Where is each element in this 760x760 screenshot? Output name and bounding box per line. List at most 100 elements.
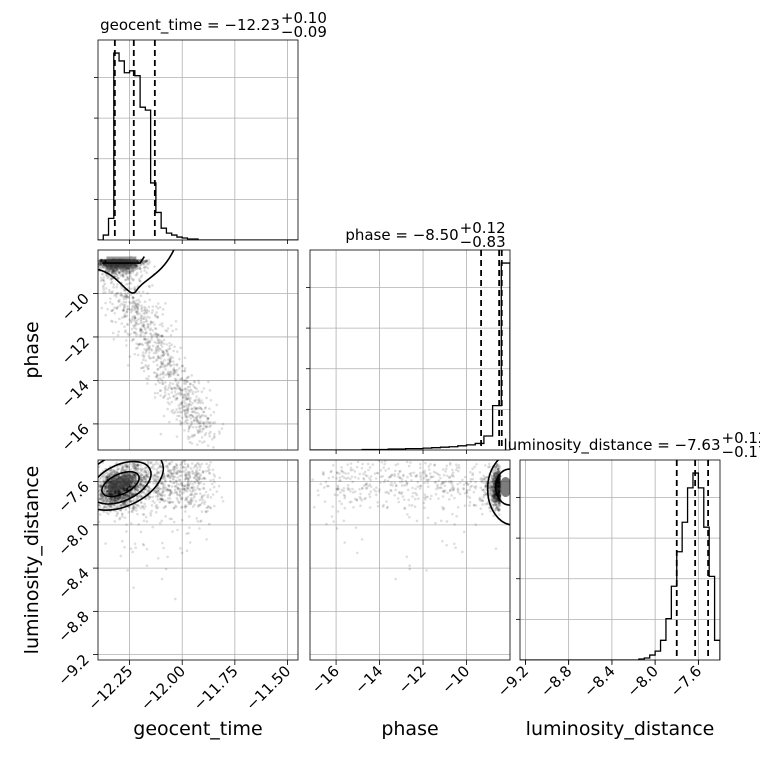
- sample-point: [126, 494, 130, 498]
- sample-point: [148, 285, 151, 289]
- sample-point: [169, 355, 173, 358]
- sample-point: [109, 500, 112, 504]
- sample-point: [129, 287, 133, 291]
- sample-point: [140, 274, 144, 277]
- sample-point: [143, 315, 146, 319]
- sample-point: [151, 344, 155, 348]
- sample-point: [194, 474, 197, 478]
- sample-point: [151, 525, 155, 529]
- sample-point: [170, 517, 173, 521]
- sample-point: [117, 474, 121, 478]
- sample-point: [109, 498, 113, 502]
- sample-point: [99, 491, 102, 494]
- sample-point: [133, 482, 137, 485]
- sample-point: [108, 500, 111, 503]
- sample-point: [115, 295, 118, 298]
- sample-point: [166, 353, 170, 356]
- sample-point: [162, 488, 165, 492]
- sample-point: [133, 481, 136, 484]
- sample-point: [196, 401, 200, 405]
- sample-point: [179, 466, 183, 470]
- sample-point: [144, 351, 148, 355]
- sample-point: [167, 462, 170, 466]
- sample-point: [139, 328, 142, 332]
- sample-point: [120, 293, 123, 297]
- sample-point: [180, 492, 184, 495]
- sample-point: [119, 490, 122, 493]
- sample-point: [157, 341, 161, 345]
- sample-point: [116, 491, 119, 494]
- sample-point: [173, 488, 177, 491]
- sample-point: [157, 356, 160, 360]
- sample-point: [198, 400, 201, 403]
- sample-point: [128, 485, 132, 488]
- sample-point: [207, 417, 210, 420]
- sample-point: [174, 504, 177, 508]
- sample-point: [158, 377, 162, 380]
- sample-point: [139, 315, 143, 318]
- sample-point: [95, 262, 98, 265]
- sample-point: [156, 391, 160, 395]
- sample-point: [354, 526, 358, 529]
- sample-point: [183, 505, 187, 509]
- sample-point: [159, 394, 162, 397]
- sample-point: [115, 471, 118, 474]
- sample-point: [120, 269, 124, 273]
- sample-point: [98, 520, 101, 524]
- sample-point: [212, 446, 215, 449]
- panel-title-minus-geocent_time: −0.09: [281, 23, 327, 41]
- sample-point: [203, 502, 206, 506]
- sample-point: [497, 488, 500, 492]
- sample-point: [91, 495, 94, 498]
- sample-point: [112, 268, 116, 272]
- sample-point: [132, 473, 136, 477]
- sample-point: [103, 258, 107, 262]
- sample-point: [116, 489, 120, 493]
- sample-point: [108, 290, 111, 294]
- sample-point: [186, 463, 190, 466]
- sample-point: [157, 333, 161, 337]
- sample-point: [494, 468, 497, 472]
- sample-point: [113, 498, 116, 501]
- sample-point: [185, 380, 189, 384]
- sample-point: [104, 273, 108, 276]
- sample-point: [427, 465, 431, 468]
- sample-point: [126, 305, 129, 308]
- sample-point: [162, 506, 165, 510]
- sample-point: [183, 356, 187, 360]
- sample-point: [101, 259, 105, 262]
- sample-point: [175, 472, 179, 475]
- sample-point: [106, 475, 110, 479]
- sample-point: [109, 498, 113, 502]
- histogram-phase: [310, 262, 510, 450]
- sample-point: [166, 388, 169, 391]
- sample-point: [108, 474, 111, 478]
- sample-point: [110, 498, 114, 501]
- sample-point: [144, 505, 147, 508]
- sample-point: [176, 498, 180, 502]
- sample-point: [105, 471, 109, 475]
- sample-point: [173, 467, 177, 471]
- sample-point: [145, 309, 148, 313]
- sample-point: [90, 260, 93, 263]
- sample-point: [141, 467, 144, 470]
- sample-point: [123, 288, 127, 292]
- sample-point: [110, 471, 113, 474]
- scatter-panel-geocent_time-phase: [90, 249, 299, 451]
- sample-point: [109, 490, 113, 493]
- sample-point: [144, 260, 148, 263]
- sample-point: [142, 354, 146, 357]
- sample-point: [150, 509, 153, 513]
- sample-point: [494, 494, 497, 497]
- sample-point: [203, 493, 206, 497]
- sample-point: [143, 300, 147, 304]
- sample-point: [175, 408, 178, 411]
- sample-point: [101, 496, 104, 500]
- sample-point: [135, 509, 138, 512]
- sample-point: [143, 309, 146, 313]
- sample-point: [139, 316, 143, 320]
- sample-point: [99, 262, 103, 266]
- sample-point: [122, 497, 125, 500]
- sample-point: [125, 294, 129, 298]
- sample-point: [498, 508, 502, 511]
